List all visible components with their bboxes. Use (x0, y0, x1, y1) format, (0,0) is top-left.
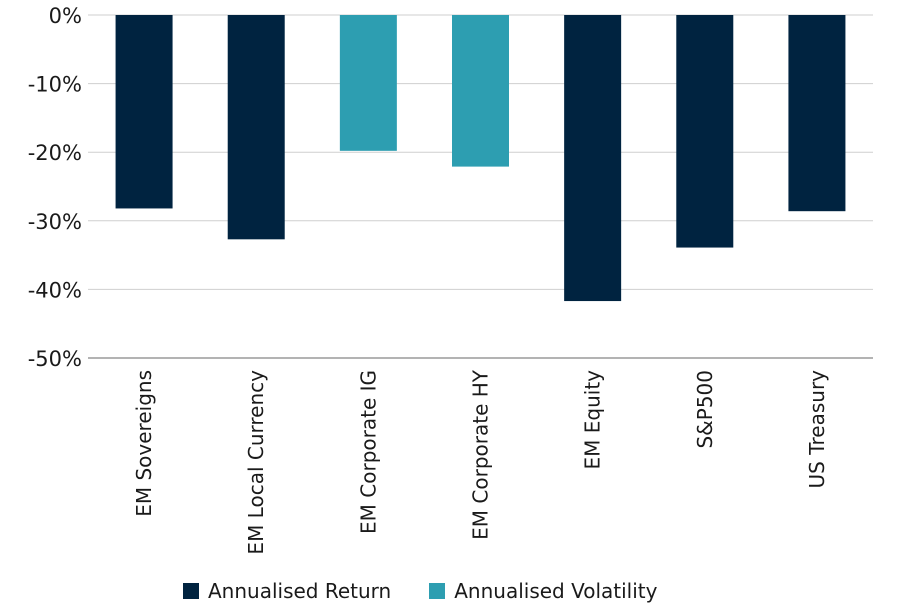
y-tick-label: 0% (49, 4, 82, 28)
legend: Annualised Return Annualised Volatility (183, 579, 695, 603)
y-tick-label: -20% (28, 141, 82, 165)
legend-swatch-return (183, 583, 199, 599)
legend-label-volatility: Annualised Volatility (454, 579, 658, 603)
legend-swatch-volatility (429, 583, 446, 599)
x-tick-label: US Treasury (805, 370, 829, 489)
x-axis-labels: EM Sovereigns EM Local Currency EM Corpora… (132, 369, 829, 554)
y-tick-label: -40% (28, 278, 82, 302)
y-tick-label: -30% (28, 210, 82, 234)
y-axis-ticks: 0% -10% -20% -30% -40% -50% (28, 4, 82, 371)
x-tick-label: EM Corporate HY (469, 369, 493, 540)
y-tick-label: -50% (28, 347, 82, 371)
x-tick-label: EM Corporate IG (356, 370, 380, 534)
bar (115, 15, 173, 209)
legend-item-return: Annualised Return (183, 579, 391, 603)
bar (788, 15, 846, 212)
bar (564, 15, 622, 302)
x-tick-label: S&P500 (693, 370, 717, 449)
x-tick-label: EM Sovereigns (132, 370, 156, 517)
bar (676, 15, 734, 248)
x-tick-label: EM Local Currency (244, 370, 268, 555)
bar (452, 15, 509, 167)
bar (339, 15, 397, 151)
bars (115, 15, 846, 302)
legend-item-volatility: Annualised Volatility (429, 579, 657, 603)
legend-label-return: Annualised Return (208, 579, 392, 603)
x-tick-label: EM Equity (581, 370, 605, 470)
y-tick-label: -10% (28, 73, 82, 97)
bar (227, 15, 285, 240)
